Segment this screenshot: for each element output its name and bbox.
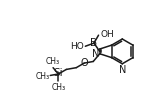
Text: N: N bbox=[118, 65, 126, 75]
Text: CH₃: CH₃ bbox=[51, 83, 65, 92]
Text: CH₃: CH₃ bbox=[35, 72, 49, 81]
Text: Si: Si bbox=[54, 68, 63, 78]
Text: B: B bbox=[90, 38, 98, 48]
Text: HO: HO bbox=[70, 42, 84, 51]
Text: CH₃: CH₃ bbox=[46, 57, 60, 66]
Text: OH: OH bbox=[100, 30, 114, 39]
Text: O: O bbox=[80, 58, 88, 68]
Text: N: N bbox=[92, 49, 99, 59]
